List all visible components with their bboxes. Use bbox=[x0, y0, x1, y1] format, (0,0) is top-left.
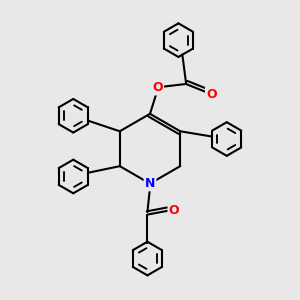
Text: O: O bbox=[169, 204, 179, 217]
Text: N: N bbox=[145, 177, 155, 190]
Text: O: O bbox=[206, 88, 217, 101]
Text: O: O bbox=[152, 82, 163, 94]
